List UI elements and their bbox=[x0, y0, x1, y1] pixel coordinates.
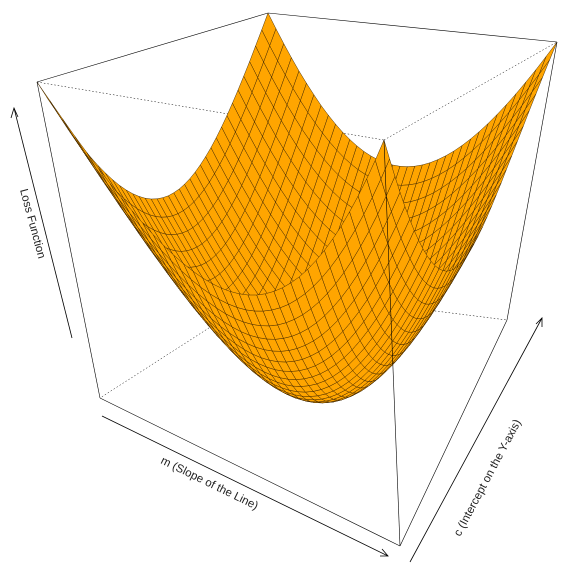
box-edge bbox=[399, 319, 508, 547]
surface-facet bbox=[375, 139, 390, 180]
loss-surface bbox=[36, 12, 558, 404]
z-axis-label: Loss Function bbox=[17, 188, 47, 260]
box-edge bbox=[36, 81, 101, 399]
box-edge bbox=[506, 41, 558, 321]
z-axis-arrowhead bbox=[10, 106, 19, 119]
bounding-box-front-edges bbox=[36, 41, 558, 547]
box-edge bbox=[383, 41, 558, 141]
x-axis-arrowhead bbox=[380, 548, 389, 557]
surface-facet bbox=[86, 152, 108, 185]
y-axis-arrow bbox=[409, 317, 543, 563]
z-axis-arrow bbox=[13, 107, 73, 339]
x-axis-arrow bbox=[101, 415, 389, 557]
y-axis-arrowhead bbox=[535, 317, 543, 327]
box-edge bbox=[36, 12, 269, 83]
y-axis-label: c (Intercept on the Y-axis) bbox=[452, 417, 524, 538]
box-edge bbox=[383, 139, 401, 547]
box-edge bbox=[267, 12, 558, 43]
x-axis-label: m (Slope of the Line) bbox=[159, 455, 260, 513]
surface-facet bbox=[62, 118, 85, 152]
surface-facet bbox=[74, 136, 97, 169]
box-edge bbox=[36, 81, 385, 141]
box-edge bbox=[99, 397, 401, 547]
